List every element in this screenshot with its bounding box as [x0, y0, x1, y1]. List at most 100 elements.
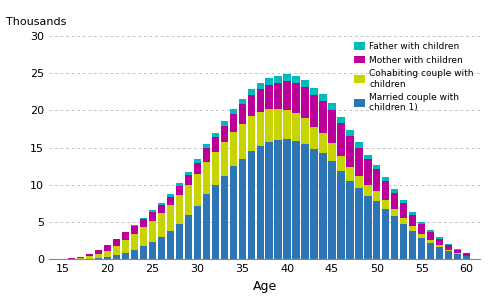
Bar [140, 218, 147, 219]
Bar [131, 225, 138, 226]
Bar [131, 226, 138, 234]
Bar [463, 253, 470, 255]
Bar [373, 169, 381, 192]
Bar [337, 171, 344, 259]
Bar [337, 156, 344, 171]
Bar [293, 113, 300, 141]
Bar [301, 87, 309, 118]
Bar [293, 76, 300, 83]
Bar [266, 109, 273, 142]
Legend: Father with children, Mother with children, Cohabiting couple with
children, Mar: Father with children, Mother with childr… [352, 40, 476, 114]
Bar [203, 194, 210, 259]
Bar [266, 142, 273, 259]
Bar [283, 74, 291, 81]
Bar [301, 80, 309, 87]
Bar [104, 251, 111, 257]
Bar [247, 89, 255, 95]
Bar [140, 219, 147, 227]
Bar [247, 95, 255, 116]
Bar [175, 183, 183, 186]
Bar [185, 175, 192, 185]
Bar [409, 231, 416, 259]
Bar [274, 83, 282, 109]
Bar [77, 257, 84, 258]
Bar [463, 256, 470, 259]
Bar [203, 148, 210, 162]
Bar [454, 253, 462, 254]
Bar [140, 227, 147, 246]
Bar [203, 162, 210, 194]
Bar [266, 85, 273, 109]
Bar [113, 239, 120, 246]
Bar [293, 141, 300, 259]
Bar [256, 83, 264, 89]
Bar [167, 194, 174, 197]
Bar [382, 177, 390, 181]
Bar [113, 246, 120, 255]
Bar [167, 205, 174, 231]
Bar [355, 176, 363, 188]
Bar [131, 250, 138, 259]
Bar [392, 209, 398, 216]
Bar [122, 240, 129, 253]
Bar [436, 247, 443, 259]
Bar [239, 159, 246, 259]
Bar [185, 215, 192, 259]
Bar [301, 119, 309, 144]
Bar [229, 166, 237, 259]
Bar [400, 200, 408, 203]
Bar [212, 152, 219, 185]
Bar [319, 134, 327, 153]
Bar [175, 195, 183, 224]
Bar [409, 226, 416, 231]
Bar [382, 209, 390, 259]
Bar [158, 205, 165, 213]
Bar [86, 258, 93, 259]
Bar [274, 140, 282, 259]
Bar [220, 121, 228, 126]
Bar [311, 95, 318, 127]
Bar [427, 230, 435, 232]
Bar [104, 257, 111, 259]
Bar [328, 103, 336, 109]
Bar [239, 104, 246, 124]
Bar [229, 114, 237, 132]
Bar [328, 109, 336, 143]
Bar [239, 124, 246, 159]
Bar [247, 116, 255, 151]
Bar [319, 94, 327, 101]
Bar [194, 174, 201, 206]
Bar [220, 126, 228, 142]
Bar [194, 159, 201, 163]
Bar [409, 215, 416, 226]
Bar [220, 176, 228, 259]
Bar [454, 250, 462, 253]
Bar [256, 146, 264, 259]
Bar [400, 224, 408, 259]
Bar [319, 101, 327, 134]
Bar [131, 234, 138, 250]
Bar [427, 232, 435, 240]
Bar [355, 148, 363, 176]
Bar [409, 212, 416, 215]
Bar [418, 238, 425, 259]
Bar [311, 127, 318, 149]
Bar [122, 253, 129, 259]
Bar [346, 181, 354, 259]
Bar [436, 237, 443, 239]
Bar [283, 109, 291, 139]
X-axis label: Age: Age [252, 280, 277, 293]
Bar [194, 206, 201, 259]
Bar [149, 210, 156, 212]
Bar [203, 144, 210, 148]
Bar [427, 240, 435, 243]
Bar [158, 237, 165, 259]
Bar [382, 200, 390, 209]
Bar [392, 189, 398, 193]
Bar [418, 222, 425, 224]
Bar [346, 167, 354, 181]
Bar [445, 250, 452, 251]
Bar [454, 254, 462, 259]
Bar [418, 224, 425, 234]
Bar [346, 136, 354, 167]
